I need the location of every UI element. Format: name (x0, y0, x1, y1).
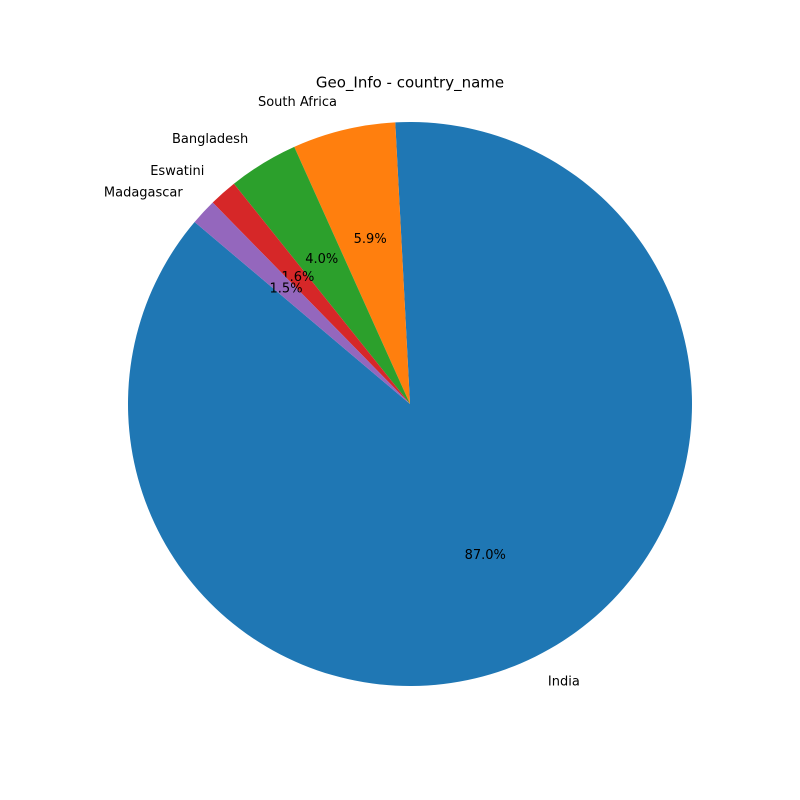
pie-slice (194, 202, 410, 404)
pie-slice (212, 183, 410, 404)
value-label: 5.9% (354, 232, 387, 247)
category-label: Madagascar (104, 185, 184, 200)
category-label: South Africa (258, 95, 337, 110)
pie-slice (233, 146, 410, 404)
chart-title: Geo_Info - country_name (316, 74, 504, 93)
category-label: India (548, 674, 580, 689)
category-label: Bangladesh (172, 132, 248, 147)
pie-slice (127, 121, 692, 686)
value-label: 1.5% (270, 281, 303, 296)
value-label: 4.0% (305, 252, 338, 267)
category-label: Eswatini (150, 164, 204, 179)
pie-slice (294, 122, 410, 404)
value-label: 87.0% (465, 548, 506, 563)
